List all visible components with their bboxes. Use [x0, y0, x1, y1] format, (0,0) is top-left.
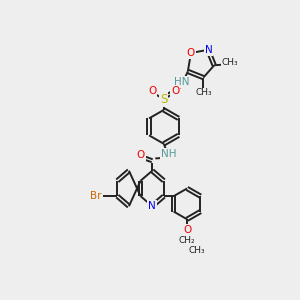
Text: N: N: [205, 45, 213, 55]
Text: NH: NH: [161, 149, 176, 159]
Text: CH₃: CH₃: [221, 58, 238, 67]
Text: CH₃: CH₃: [188, 246, 205, 255]
Text: O: O: [148, 86, 156, 96]
Text: O: O: [136, 150, 145, 160]
Text: O: O: [183, 225, 191, 235]
Text: Br: Br: [90, 191, 101, 201]
Text: HN: HN: [174, 77, 189, 87]
Text: CH₃: CH₃: [195, 88, 212, 98]
Text: O: O: [171, 86, 180, 96]
Text: S: S: [160, 93, 167, 106]
Text: O: O: [187, 48, 195, 58]
Text: N: N: [148, 201, 156, 211]
Text: CH₂: CH₂: [179, 236, 195, 244]
